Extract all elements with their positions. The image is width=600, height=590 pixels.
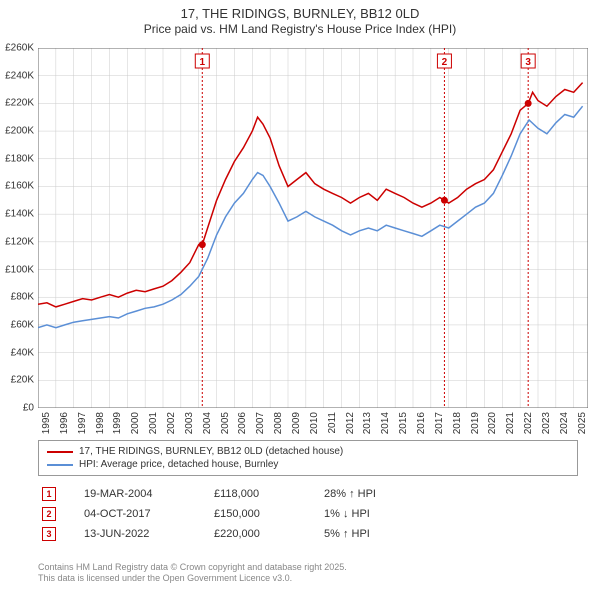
x-tick-label: 2005 xyxy=(220,412,231,434)
y-tick-label: £120K xyxy=(5,236,34,247)
x-tick-label: 2008 xyxy=(273,412,284,434)
x-tick-label: 1999 xyxy=(112,412,123,434)
x-tick-label: 1997 xyxy=(77,412,88,434)
x-tick-label: 2002 xyxy=(166,412,177,434)
y-axis-labels: £0£20K£40K£60K£80K£100K£120K£140K£160K£1… xyxy=(0,48,36,408)
x-tick-label: 2017 xyxy=(434,412,445,434)
transaction-price: £220,000 xyxy=(214,528,324,540)
x-tick-label: 2001 xyxy=(148,412,159,434)
svg-text:2: 2 xyxy=(442,57,448,68)
legend-item: 17, THE RIDINGS, BURNLEY, BB12 0LD (deta… xyxy=(47,445,569,458)
y-tick-label: £140K xyxy=(5,209,34,220)
x-tick-label: 2021 xyxy=(505,412,516,434)
transaction-marker-box: 2 xyxy=(42,507,56,521)
x-tick-label: 2013 xyxy=(362,412,373,434)
x-tick-label: 2023 xyxy=(541,412,552,434)
chart-legend: 17, THE RIDINGS, BURNLEY, BB12 0LD (deta… xyxy=(38,440,578,476)
y-tick-label: £20K xyxy=(11,375,34,386)
x-tick-label: 2025 xyxy=(577,412,588,434)
x-tick-label: 2022 xyxy=(523,412,534,434)
x-tick-label: 2015 xyxy=(398,412,409,434)
legend-swatch xyxy=(47,451,73,453)
x-tick-label: 2014 xyxy=(380,412,391,434)
x-tick-label: 2004 xyxy=(202,412,213,434)
x-tick-label: 2006 xyxy=(237,412,248,434)
x-tick-label: 2019 xyxy=(470,412,481,434)
y-tick-label: £0 xyxy=(23,403,34,414)
x-tick-label: 1996 xyxy=(59,412,70,434)
footer-line1: Contains HM Land Registry data © Crown c… xyxy=(38,562,347,573)
svg-text:3: 3 xyxy=(525,57,531,68)
transaction-price: £118,000 xyxy=(214,488,324,500)
legend-label: HPI: Average price, detached house, Burn… xyxy=(79,459,278,470)
transaction-marker-box: 3 xyxy=(42,527,56,541)
transaction-date: 04-OCT-2017 xyxy=(84,508,214,520)
transaction-diff: 1% ↓ HPI xyxy=(324,508,434,520)
y-tick-label: £40K xyxy=(11,347,34,358)
footer-attribution: Contains HM Land Registry data © Crown c… xyxy=(38,562,347,585)
y-tick-label: £240K xyxy=(5,70,34,81)
chart-svg: 1 2 3 xyxy=(38,48,588,408)
y-tick-label: £260K xyxy=(5,43,34,54)
y-tick-label: £180K xyxy=(5,153,34,164)
x-tick-label: 2011 xyxy=(327,412,338,434)
x-tick-label: 2020 xyxy=(487,412,498,434)
chart-container: 17, THE RIDINGS, BURNLEY, BB12 0LD Price… xyxy=(0,0,600,590)
legend-swatch xyxy=(47,464,73,466)
transaction-marker-box: 1 xyxy=(42,487,56,501)
transaction-diff: 28% ↑ HPI xyxy=(324,488,434,500)
x-tick-label: 2012 xyxy=(345,412,356,434)
y-tick-label: £100K xyxy=(5,264,34,275)
transaction-date: 19-MAR-2004 xyxy=(84,488,214,500)
svg-text:1: 1 xyxy=(200,57,206,68)
footer-line2: This data is licensed under the Open Gov… xyxy=(38,573,347,584)
transaction-row: 2 04-OCT-2017£150,0001% ↓ HPI xyxy=(38,504,578,524)
y-tick-label: £220K xyxy=(5,98,34,109)
legend-label: 17, THE RIDINGS, BURNLEY, BB12 0LD (deta… xyxy=(79,446,343,457)
x-tick-label: 2018 xyxy=(452,412,463,434)
y-tick-label: £60K xyxy=(11,319,34,330)
transaction-table: 1 19-MAR-2004£118,00028% ↑ HPI 2 04-OCT-201… xyxy=(38,484,578,544)
x-tick-label: 1995 xyxy=(41,412,52,434)
chart-title-block: 17, THE RIDINGS, BURNLEY, BB12 0LD Price… xyxy=(0,0,600,38)
transaction-diff: 5% ↑ HPI xyxy=(324,528,434,540)
x-axis-labels: 1995 1996 1997 1998 1999 2000 2001 2002 2003 2004… xyxy=(38,410,588,440)
transaction-price: £150,000 xyxy=(214,508,324,520)
legend-item: HPI: Average price, detached house, Burn… xyxy=(47,458,569,471)
x-tick-label: 2016 xyxy=(416,412,427,434)
chart-title-line2: Price paid vs. HM Land Registry's House … xyxy=(10,22,590,36)
x-tick-label: 2024 xyxy=(559,412,570,434)
x-tick-label: 1998 xyxy=(95,412,106,434)
x-tick-label: 2009 xyxy=(291,412,302,434)
transaction-date: 13-JUN-2022 xyxy=(84,528,214,540)
x-tick-label: 2000 xyxy=(130,412,141,434)
y-tick-label: £200K xyxy=(5,126,34,137)
x-tick-label: 2007 xyxy=(255,412,266,434)
y-tick-label: £80K xyxy=(11,292,34,303)
y-tick-label: £160K xyxy=(5,181,34,192)
transaction-row: 1 19-MAR-2004£118,00028% ↑ HPI xyxy=(38,484,578,504)
x-tick-label: 2010 xyxy=(309,412,320,434)
chart-title-line1: 17, THE RIDINGS, BURNLEY, BB12 0LD xyxy=(10,6,590,21)
x-tick-label: 2003 xyxy=(184,412,195,434)
chart-plot-area: 1 2 3 xyxy=(38,48,588,408)
transaction-row: 3 13-JUN-2022£220,0005% ↑ HPI xyxy=(38,524,578,544)
